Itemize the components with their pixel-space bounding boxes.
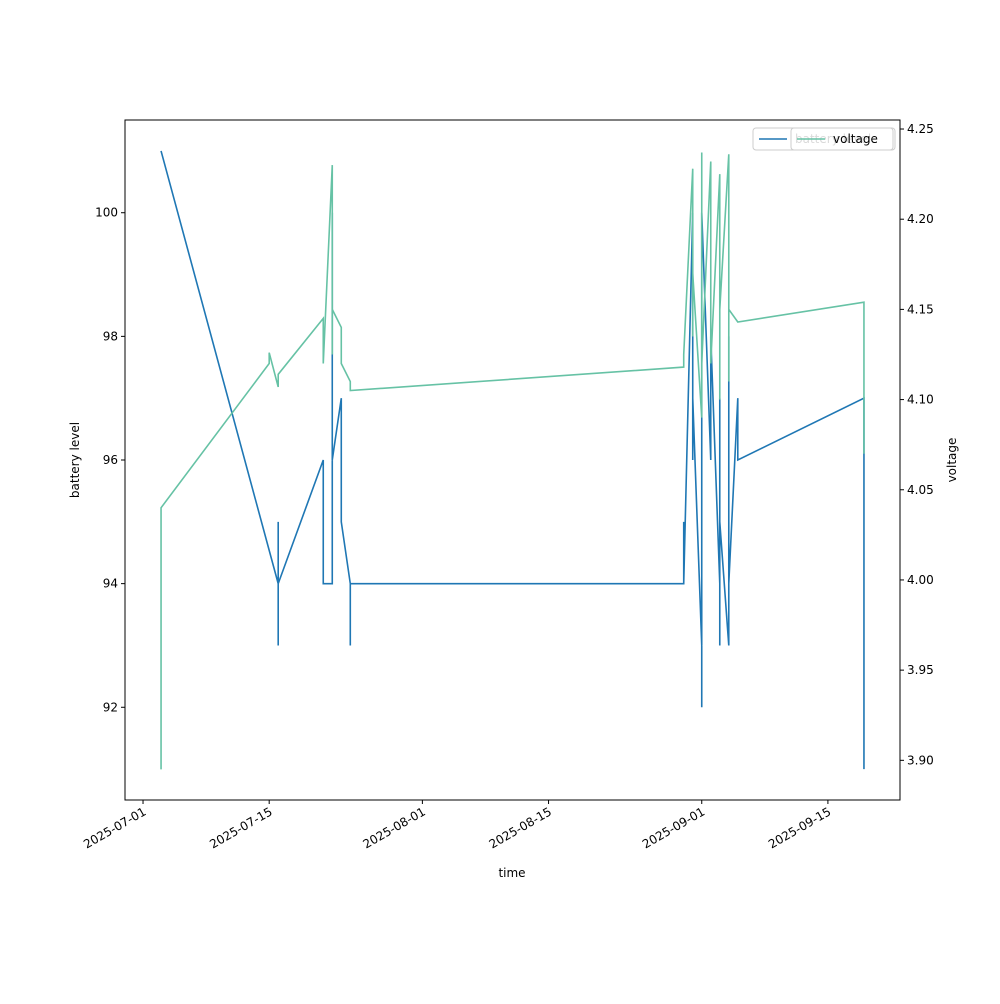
y-tick-label: 98 xyxy=(103,329,118,343)
y-tick-label: 100 xyxy=(95,206,118,220)
x-tick-label: 2025-07-15 xyxy=(207,804,274,851)
y2-tick-label: 4.15 xyxy=(907,302,934,316)
plot-frame xyxy=(124,119,901,801)
y-axis-label: battery level xyxy=(68,422,82,498)
y-tick-label: 94 xyxy=(103,577,118,591)
y2-tick-label: 3.90 xyxy=(907,753,934,767)
x-tick-label: 2025-09-01 xyxy=(640,804,707,851)
data-line xyxy=(160,152,865,770)
legend-box xyxy=(790,127,894,151)
y2-tick-label: 4.05 xyxy=(907,483,934,497)
y2-tick-label: 4.20 xyxy=(907,212,934,226)
y2-tick-label: 4.25 xyxy=(907,122,934,136)
y2-axis-label: voltage xyxy=(945,438,959,483)
x-tick-label: 2025-08-15 xyxy=(487,804,554,851)
y2-tick-label: 4.10 xyxy=(907,393,934,407)
data-line xyxy=(160,150,865,770)
y-tick-label: 92 xyxy=(103,700,118,714)
x-tick-label: 2025-08-01 xyxy=(360,804,427,851)
legend-label: voltage xyxy=(833,132,878,146)
y2-tick-label: 4.00 xyxy=(907,573,934,587)
y2-tick-label: 3.95 xyxy=(907,663,934,677)
x-axis-label: time xyxy=(498,866,525,880)
x-tick-label: 2025-09-15 xyxy=(766,804,833,851)
y-tick-label: 96 xyxy=(103,453,118,467)
x-tick-label: 2025-07-01 xyxy=(81,804,148,851)
